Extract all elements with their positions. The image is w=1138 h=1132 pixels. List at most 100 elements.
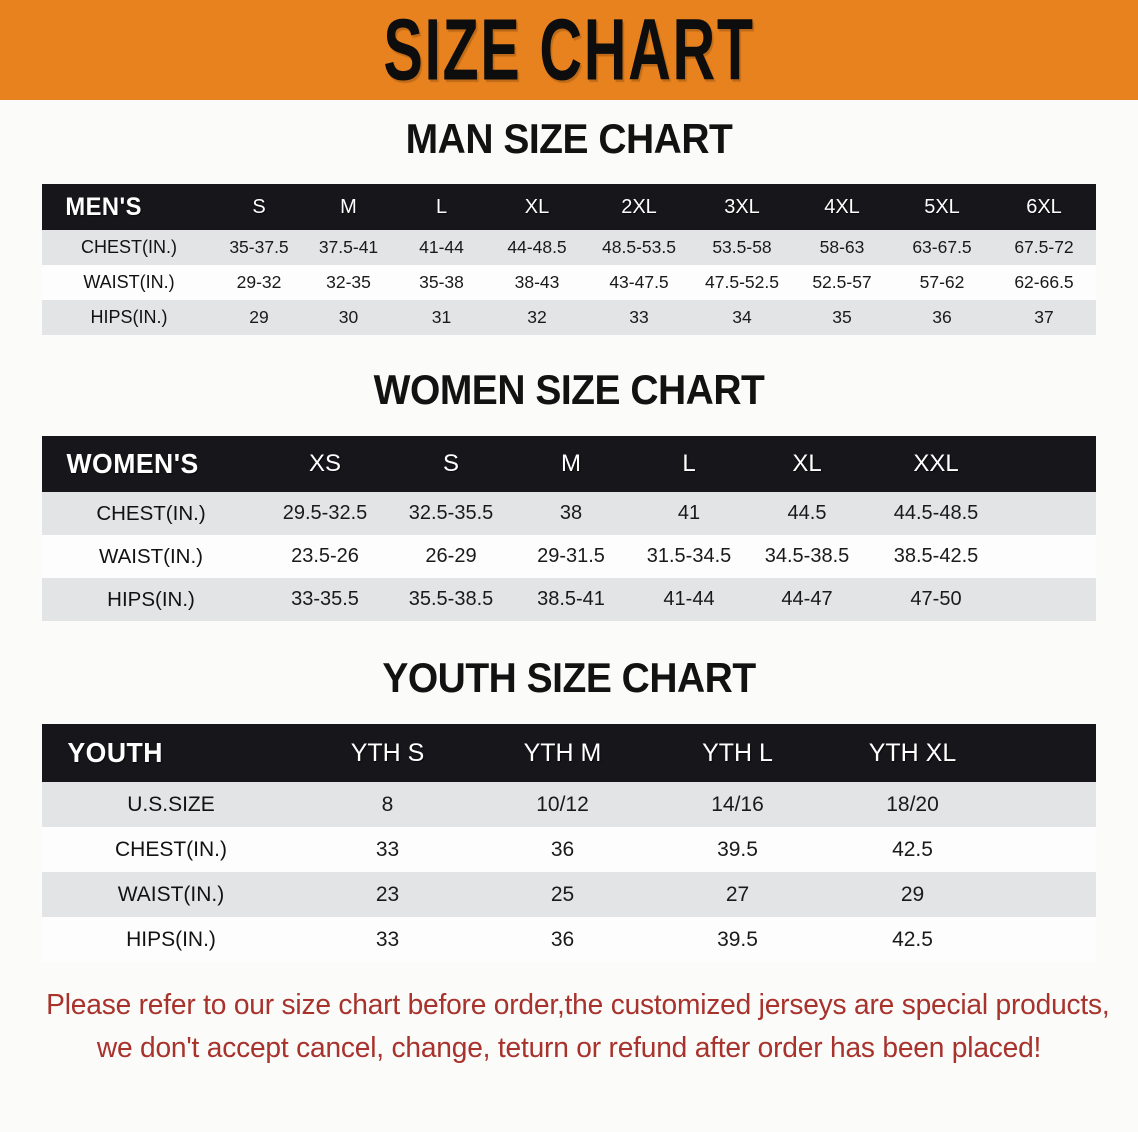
women-column-header-l: L [682, 450, 696, 477]
table-cell: 27 [725, 882, 750, 906]
youth-row-spacer [1000, 872, 1096, 917]
table-cell: 41 [677, 502, 701, 524]
table-cell: 38.5-41 [537, 588, 605, 610]
table-cell: 38-43 [514, 272, 560, 292]
table-cell: 36 [550, 927, 575, 951]
table-cell: 52.5-57 [812, 272, 872, 292]
youth-row-label: U.S.SIZE [127, 792, 215, 816]
youth-row-label: HIPS(IN.) [126, 927, 216, 951]
table-cell: 29 [249, 307, 269, 327]
women-row-label: HIPS(IN.) [107, 587, 195, 611]
table-cell: 44.5-48.5 [893, 502, 979, 524]
table-row: CHEST(IN.) 29.5-32.5 32.5-35.5 38 41 44.5 44.5… [42, 492, 1096, 535]
table-row: WAIST(IN.) 29-32 32-35 35-38 38-43 43-47.5 47.… [42, 265, 1096, 300]
men-column-header-m: M [340, 195, 357, 218]
youth-header-spacer [1000, 724, 1096, 782]
table-cell: 44-47 [781, 588, 833, 610]
table-cell: 26-29 [425, 545, 477, 567]
table-cell: 35-38 [419, 272, 464, 292]
youth-row-spacer [1000, 782, 1096, 827]
table-cell: 34 [732, 307, 752, 327]
youth-row-label: CHEST(IN.) [115, 837, 227, 861]
men-column-header-3xl: 3XL [724, 195, 760, 218]
women-size-table: WOMEN'S XS S M L XL XXL CHEST(IN.) 29.5-32.5 32.5… [42, 436, 1096, 621]
table-cell: 35-37.5 [229, 237, 289, 257]
table-cell: 31 [431, 307, 452, 327]
youth-column-header-yth-m: YTH M [523, 738, 602, 767]
youth-size-table: YOUTH YTH S YTH M YTH L YTH XL U.S.SIZE 8 10/12… [42, 724, 1096, 962]
table-cell: 33 [375, 837, 400, 861]
table-cell: 35 [832, 307, 852, 327]
men-column-header-6xl: 6XL [1026, 195, 1062, 218]
table-cell: 29.5-32.5 [282, 502, 368, 524]
women-column-header-xxl: XXL [913, 450, 959, 477]
men-row-label: CHEST(IN.) [81, 237, 177, 257]
youth-column-header-yth-l: YTH L [702, 738, 773, 767]
table-cell: 38 [559, 502, 583, 524]
table-cell: 47.5-52.5 [705, 272, 779, 292]
table-cell: 29-31.5 [537, 545, 605, 567]
table-row: CHEST(IN.) 33 36 39.5 42.5 [42, 827, 1096, 872]
table-cell: 33 [629, 307, 649, 327]
table-cell: 39.5 [717, 927, 758, 951]
table-cell: 43-47.5 [609, 272, 669, 292]
men-row-label-header: MEN'S [65, 192, 143, 221]
table-row: CHEST(IN.) 35-37.5 37.5-41 41-44 44-48.5 48.5… [42, 230, 1096, 265]
man-table-wrap: MEN'S S M L XL 2XL 3XL 4XL 5XL 6XL CHEST(IN.) 35-37… [42, 184, 1096, 335]
table-cell: 36 [932, 307, 952, 327]
table-row: WAIST(IN.) 23.5-26 26-29 29-31.5 31.5-34.5 34… [42, 535, 1096, 578]
table-cell: 63-67.5 [912, 237, 972, 257]
table-cell: 41-44 [663, 588, 715, 610]
disclaimer-line-1: Please refer to our size chart before or… [46, 989, 1110, 1021]
youth-table-body: YOUTH YTH S YTH M YTH L YTH XL U.S.SIZE 8 10/12… [42, 724, 1096, 962]
men-row-label: HIPS(IN.) [90, 307, 168, 327]
youth-row-spacer [1000, 827, 1096, 872]
men-column-header-s: S [252, 195, 266, 218]
table-cell: 67.5-72 [1014, 237, 1074, 257]
women-header-spacer [1006, 436, 1096, 492]
table-cell: 57-62 [919, 272, 965, 292]
women-table-body: WOMEN'S XS S M L XL XXL CHEST(IN.) 29.5-32.5 32.5… [42, 436, 1096, 621]
youth-size-section: YOUTH SIZE CHART YOUTH YTH S YTH M YTH L YTH… [0, 658, 1138, 962]
women-row-spacer [1006, 578, 1096, 621]
women-section-title: WOMEN SIZE CHART [373, 367, 765, 414]
women-row-label: CHEST(IN.) [96, 501, 206, 525]
table-row: U.S.SIZE 8 10/12 14/16 18/20 [42, 782, 1096, 827]
youth-row-label-header: YOUTH [67, 737, 163, 768]
youth-column-header-yth-s: YTH S [350, 738, 425, 767]
table-cell: 39.5 [717, 837, 758, 861]
men-row-label: WAIST(IN.) [83, 272, 175, 292]
women-column-header-xl: XL [792, 450, 822, 477]
table-row: HIPS(IN.) 33-35.5 35.5-38.5 38.5-41 41-44 44-… [42, 578, 1096, 621]
women-row-label-header: WOMEN'S [66, 448, 199, 479]
table-cell: 53.5-58 [712, 237, 772, 257]
table-cell: 42.5 [892, 837, 933, 861]
men-column-header-2xl: 2XL [621, 195, 657, 218]
table-cell: 47-50 [910, 588, 962, 610]
man-section-title: MAN SIZE CHART [405, 116, 733, 163]
table-cell: 32 [527, 307, 547, 327]
youth-row-spacer [1000, 917, 1096, 962]
table-cell: 35.5-38.5 [408, 588, 494, 610]
table-cell: 29-32 [236, 272, 282, 292]
man-size-section: MAN SIZE CHART MEN'S S M L XL 2XL 3XL 4XL 5XL 6XL… [0, 116, 1138, 335]
youth-header-row: YOUTH YTH S YTH M YTH L YTH XL [42, 724, 1096, 782]
table-cell: 33-35.5 [291, 588, 359, 610]
men-column-header-l: L [435, 195, 448, 218]
youth-table-wrap: YOUTH YTH S YTH M YTH L YTH XL U.S.SIZE 8 10/12… [42, 724, 1096, 962]
women-table-wrap: WOMEN'S XS S M L XL XXL CHEST(IN.) 29.5-32.5 32.5… [42, 436, 1096, 621]
table-cell: 33 [375, 927, 400, 951]
women-row-label: WAIST(IN.) [98, 544, 203, 568]
page-banner: SIZE CHART [0, 0, 1138, 100]
table-cell: 44.5 [787, 502, 827, 524]
women-header-row: WOMEN'S XS S M L XL XXL [42, 436, 1096, 492]
women-column-header-s: S [442, 450, 459, 477]
table-cell: 32.5-35.5 [408, 502, 494, 524]
table-cell: 42.5 [892, 927, 933, 951]
men-column-header-5xl: 5XL [924, 195, 960, 218]
man-size-table: MEN'S S M L XL 2XL 3XL 4XL 5XL 6XL CHEST(IN.) 35-37… [42, 184, 1096, 335]
table-cell: 48.5-53.5 [602, 237, 676, 257]
table-cell: 38.5-42.5 [893, 545, 979, 567]
table-cell: 41-44 [419, 237, 464, 257]
men-column-header-4xl: 4XL [824, 195, 860, 218]
